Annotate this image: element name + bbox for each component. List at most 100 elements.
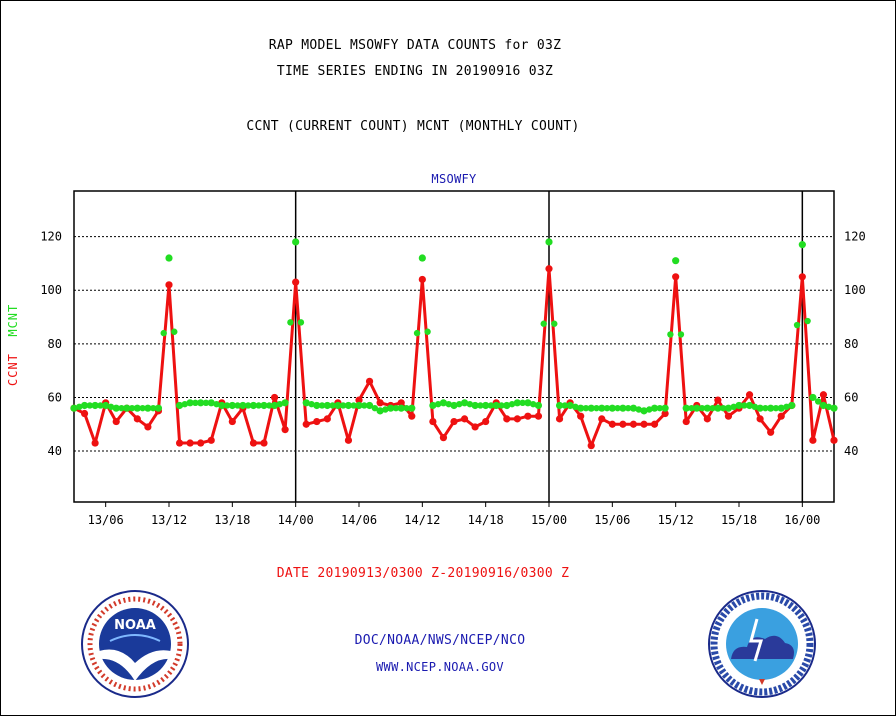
data-point-mcnt: [788, 401, 796, 410]
x-tick-label: 14/12: [404, 513, 440, 527]
series-dot-mcnt: [719, 404, 727, 412]
data-point-ccnt: [503, 415, 511, 423]
series-dot-mcnt: [287, 319, 294, 326]
series-dot-mcnt: [382, 406, 389, 413]
noaa-logo: NOAA: [81, 590, 189, 698]
series-dot-mcnt: [825, 403, 832, 411]
data-point-mcnt: [112, 404, 120, 412]
data-point-mcnt: [408, 404, 416, 412]
data-point-ccnt: [745, 391, 754, 399]
y-tick-label-right: 80: [844, 337, 858, 351]
data-point-mcnt: [629, 404, 638, 412]
data-point-ccnt: [577, 412, 585, 420]
data-point-mcnt: [323, 401, 331, 410]
data-point-mcnt: [80, 401, 89, 410]
data-point-mcnt: [429, 401, 437, 410]
y-tick-label-right: 100: [844, 283, 866, 297]
data-point-mcnt: [102, 401, 110, 410]
data-point-mcnt: [376, 407, 384, 415]
series-dot-mcnt: [508, 400, 516, 408]
data-point-mcnt: [197, 399, 205, 407]
data-point-ccnt: [260, 439, 268, 447]
data-point-mcnt: [460, 399, 469, 407]
data-point-ccnt: [619, 420, 627, 428]
y-tick-label-left: 60: [48, 390, 62, 404]
data-point-mcnt: [334, 401, 342, 410]
data-point-ccnt: [661, 409, 669, 418]
series-dot-mcnt: [677, 331, 685, 338]
plot-area: [73, 190, 835, 503]
data-point-mcnt: [798, 241, 806, 249]
data-point-ccnt: [756, 415, 764, 423]
data-point-ccnt: [703, 415, 711, 423]
series-dot-mcnt: [667, 331, 674, 338]
data-point-mcnt: [302, 399, 310, 407]
series-dot-mcnt: [403, 404, 410, 412]
data-point-mcnt: [714, 404, 722, 412]
data-point-mcnt: [703, 404, 711, 412]
y-tick-label-left: 100: [40, 283, 62, 297]
data-point-mcnt: [492, 401, 500, 410]
data-point-ccnt: [249, 439, 258, 447]
data-point-ccnt: [471, 423, 479, 431]
data-point-ccnt: [672, 273, 680, 281]
data-point-ccnt: [460, 415, 469, 423]
data-point-mcnt: [239, 401, 247, 410]
chart-subtitle: CCNT (CURRENT COUNT) MCNT (MONTHLY COUNT…: [246, 119, 580, 134]
data-point-ccnt: [524, 412, 532, 420]
data-point-mcnt: [165, 254, 173, 262]
data-point-ccnt: [376, 399, 384, 407]
series-dot-mcnt: [234, 402, 241, 409]
series-dot-mcnt: [413, 329, 421, 337]
data-point-ccnt: [302, 420, 310, 428]
data-point-mcnt: [175, 401, 184, 410]
data-point-ccnt: [175, 439, 184, 447]
data-point-ccnt: [133, 415, 141, 423]
x-tick-label: 15/06: [594, 513, 630, 527]
series-dot-mcnt: [551, 320, 558, 327]
data-point-mcnt: [577, 404, 585, 412]
data-point-ccnt: [365, 377, 374, 385]
data-point-ccnt: [429, 417, 437, 426]
data-point-mcnt: [471, 401, 479, 410]
data-point-ccnt: [292, 278, 300, 286]
series-dot-mcnt: [783, 403, 790, 411]
series-dot-mcnt: [730, 403, 737, 411]
data-point-mcnt: [745, 401, 754, 410]
data-point-mcnt: [608, 404, 616, 412]
data-point-ccnt: [228, 417, 236, 426]
series-dot-mcnt: [213, 400, 220, 408]
chart-title: RAP MODEL MSOWFY DATA COUNTS for 03Z: [268, 38, 562, 53]
series-dot-mcnt: [762, 404, 769, 412]
x-tick-label: 15/00: [531, 513, 567, 527]
data-point-ccnt: [608, 420, 616, 428]
data-point-ccnt: [186, 439, 194, 447]
series-dot-mcnt: [614, 404, 621, 412]
series-dot-mcnt: [424, 328, 431, 335]
x-tick-label: 15/12: [658, 513, 694, 527]
series-dot-mcnt: [266, 402, 273, 409]
data-point-ccnt: [112, 417, 120, 426]
series-dot-mcnt: [519, 399, 526, 407]
data-point-mcnt: [767, 404, 775, 412]
data-point-mcnt: [144, 404, 152, 412]
data-point-mcnt: [281, 399, 289, 407]
series-dot-mcnt: [772, 404, 780, 412]
series-dot-mcnt: [487, 402, 495, 409]
data-point-mcnt: [365, 401, 374, 410]
data-point-mcnt: [123, 404, 131, 412]
series-dot-mcnt: [107, 403, 115, 411]
data-point-mcnt: [566, 401, 574, 410]
data-point-mcnt: [777, 404, 785, 412]
series-dot-mcnt: [276, 400, 284, 408]
series-dot-mcnt: [741, 402, 748, 409]
series-dot-mcnt: [329, 402, 336, 409]
credit-line-2: WWW.NCEP.NOAA.GOV: [376, 660, 504, 674]
data-point-ccnt: [344, 436, 353, 444]
series-dot-mcnt: [688, 404, 695, 412]
series-dot-mcnt: [118, 404, 125, 412]
data-point-ccnt: [819, 391, 828, 399]
data-point-mcnt: [418, 254, 426, 262]
y-tick-label-left: 80: [48, 337, 62, 351]
data-point-mcnt: [693, 404, 701, 412]
